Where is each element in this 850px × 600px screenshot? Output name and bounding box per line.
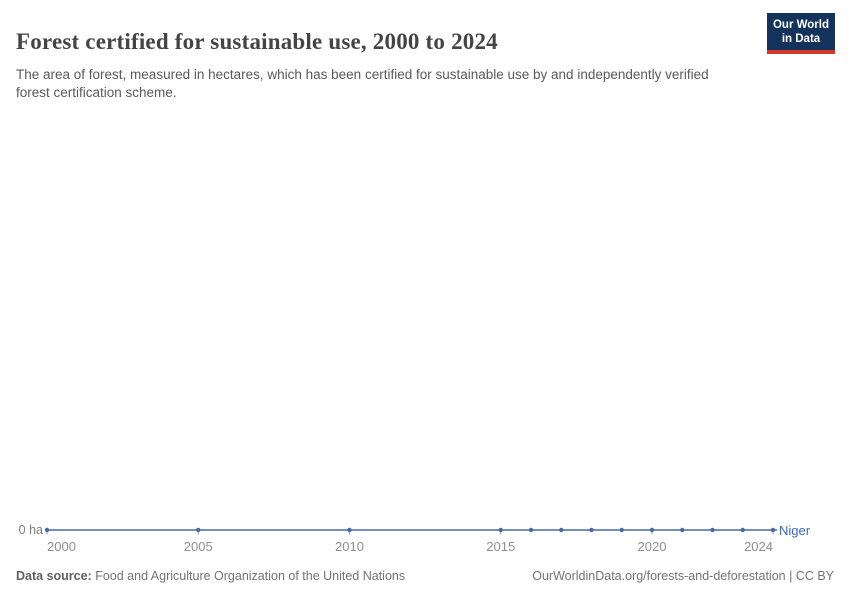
x-tick-label-2010: 2010 (335, 539, 364, 554)
chart-title: Forest certified for sustainable use, 20… (16, 29, 498, 55)
data-point-2023[interactable] (740, 527, 745, 533)
data-source-note: Data source: Food and Agriculture Organi… (16, 569, 405, 583)
data-point-2018[interactable] (589, 527, 594, 533)
data-point-2019[interactable] (619, 527, 624, 533)
data-source-label: Data source: (16, 569, 92, 583)
owid-url-license[interactable]: OurWorldinData.org/forests-and-deforesta… (532, 569, 834, 583)
y-axis-zero-label: 0 ha (18, 523, 43, 537)
data-point-2020[interactable] (649, 527, 655, 533)
chart-subtitle: The area of forest, measured in hectares… (16, 66, 709, 100)
data-point-2021[interactable] (680, 527, 685, 533)
data-point-2016[interactable] (528, 527, 534, 533)
data-point-2024[interactable] (770, 527, 776, 533)
data-line-niger[interactable] (0, 516, 850, 544)
x-tick-label-2005: 2005 (183, 539, 213, 554)
data-point-2000[interactable] (44, 527, 50, 533)
data-source-text: Food and Agriculture Organization of the… (91, 569, 406, 583)
data-point-2022[interactable] (710, 527, 715, 533)
owid-logo-text: Our World in Data (767, 13, 835, 50)
data-point-2015[interactable] (498, 527, 503, 533)
data-point-2010[interactable] (347, 527, 352, 533)
x-tick-label-2020: 2020 (637, 539, 667, 554)
data-point-2005[interactable] (196, 527, 201, 533)
x-tick-label-2015: 2015 (486, 539, 516, 554)
owid-logo-line2: in Data (781, 33, 821, 45)
owid-logo-red-bar (767, 50, 835, 54)
x-tick-label-2024: 2024 (744, 539, 773, 554)
owid-logo-line1: Our World (772, 19, 829, 31)
data-point-2017[interactable] (559, 527, 564, 533)
x-tick-label-2000: 2000 (47, 539, 76, 554)
owid-logo[interactable]: Our World in Data (767, 13, 835, 54)
entity-label-niger[interactable]: Niger (779, 523, 811, 538)
